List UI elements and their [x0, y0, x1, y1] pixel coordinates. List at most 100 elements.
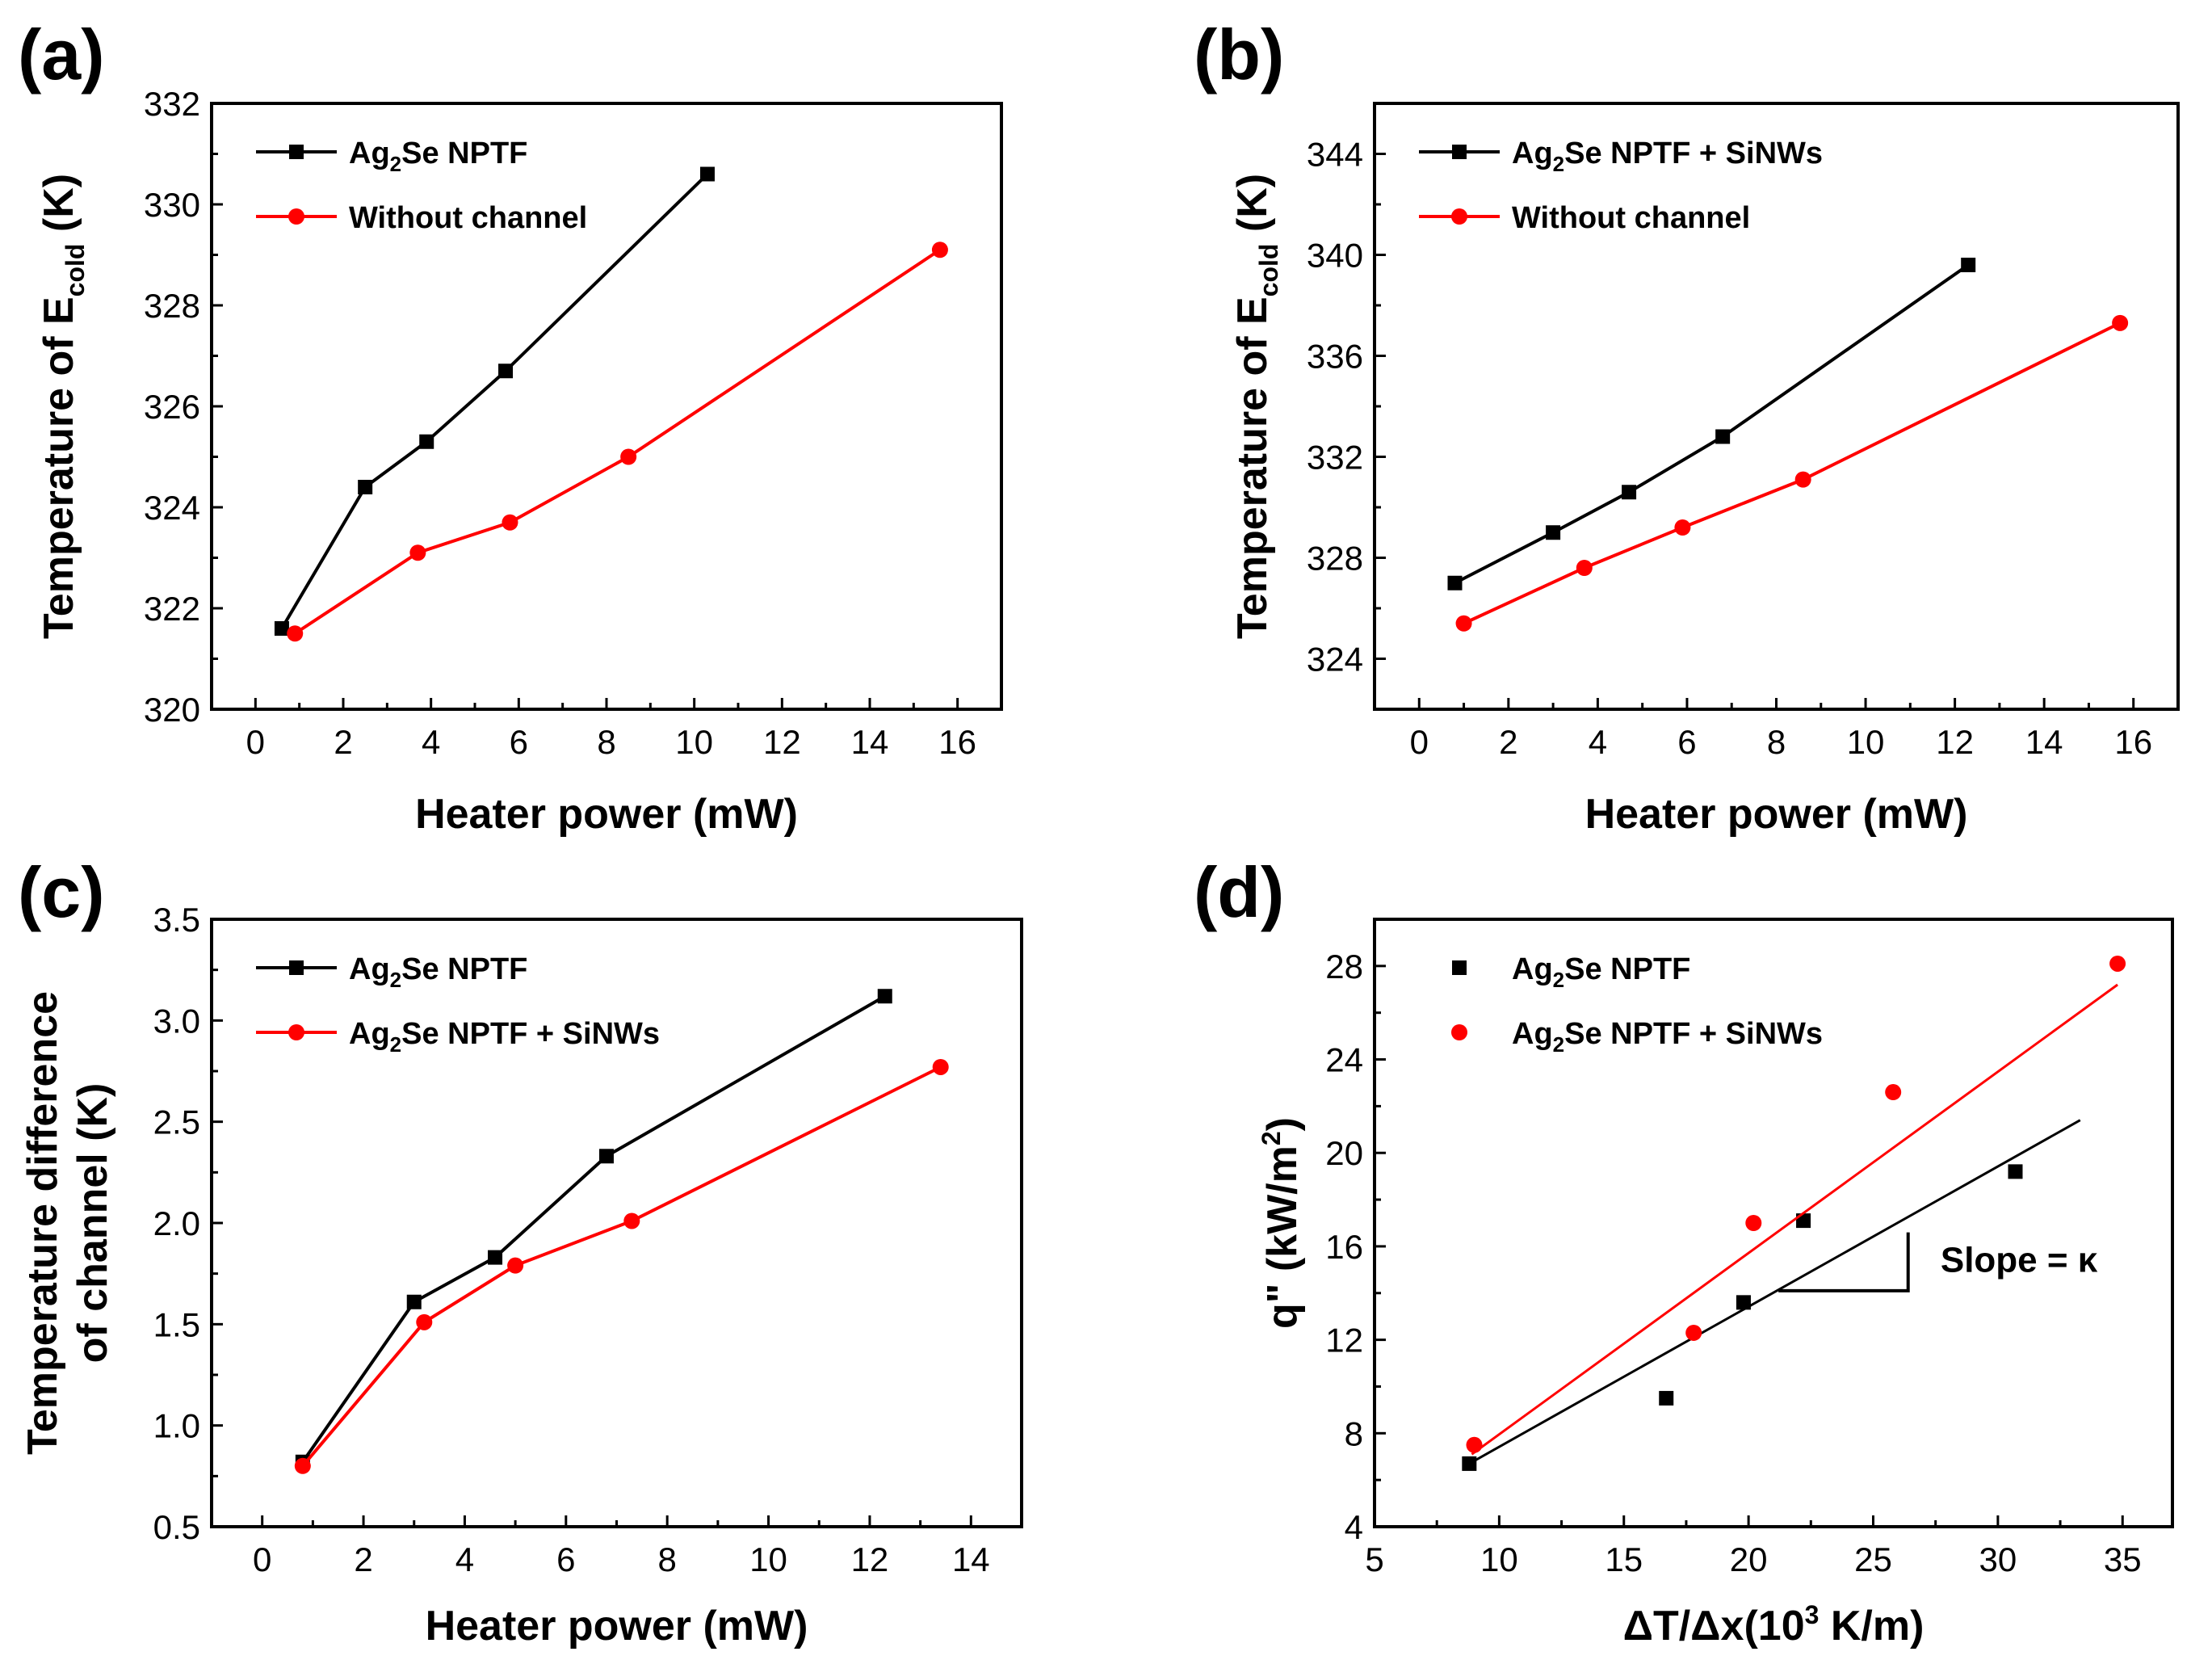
- series-1: [274, 166, 715, 636]
- x-tick-label: 25: [1854, 1540, 1892, 1578]
- legend-entry: Ag2Se NPTF + SiNWs: [1451, 1017, 1823, 1057]
- legend-entry: Ag2Se NPTF: [1452, 952, 1690, 992]
- legend-label-text: Ag: [1512, 137, 1553, 170]
- x-tick-label: 10: [675, 723, 713, 761]
- y-tick-label: 20: [1325, 1134, 1363, 1172]
- legend-marker-square: [1452, 145, 1467, 159]
- legend-label-text: Ag: [1512, 1017, 1553, 1051]
- legend-entry: Ag2Se NPTF + SiNWs: [256, 1017, 660, 1057]
- y-tick-label: 0.5: [153, 1508, 200, 1546]
- x-tick-label: 0: [253, 1540, 271, 1578]
- legend-label: Ag2Se NPTF: [349, 952, 527, 992]
- y-tick-label: 332: [1307, 439, 1363, 477]
- legend-label: Ag2Se NPTF + SiNWs: [1512, 1017, 1823, 1057]
- y-tick-label: 16: [1325, 1228, 1363, 1266]
- data-point-circle: [1455, 615, 1472, 632]
- series-1: [1462, 1119, 2081, 1471]
- data-point-circle: [932, 1058, 949, 1075]
- x-tick-label: 10: [1847, 723, 1885, 761]
- y-tick-label: 2.5: [153, 1103, 200, 1141]
- x-tick-label: 4: [422, 723, 440, 761]
- data-point-circle: [2109, 955, 2126, 972]
- legend-label-text: Se NPTF + SiNWs: [1564, 137, 1823, 170]
- series-line: [1454, 263, 1970, 585]
- data-point-circle: [287, 625, 304, 642]
- data-point-circle: [294, 1457, 311, 1474]
- data-point-circle: [931, 242, 948, 258]
- legend-label: Ag2Se NPTF: [1512, 952, 1690, 992]
- y-tick-label: 344: [1307, 136, 1363, 174]
- data-point-circle: [507, 1257, 524, 1274]
- y-axis-title-sub: cold: [1254, 244, 1283, 297]
- data-point-circle: [1466, 1436, 1483, 1453]
- legend-marker-square: [289, 145, 304, 159]
- data-point-square: [1622, 485, 1637, 500]
- legend-entry: Ag2Se NPTF + SiNWs: [1419, 137, 1823, 176]
- plot-frame: [210, 918, 1023, 1528]
- y-axis-title: Temperature of Ecold (K): [36, 174, 90, 639]
- y-tick-label: 320: [144, 691, 200, 729]
- y-tick-label: 8: [1345, 1414, 1363, 1452]
- legend-entry: Ag2Se NPTF: [256, 137, 527, 176]
- x-tick-label: 12: [1936, 723, 1974, 761]
- y-tick-label: 324: [144, 489, 200, 527]
- data-point-square: [406, 1294, 422, 1309]
- series-1: [1447, 258, 1976, 590]
- legend-label-sub: 2: [1553, 152, 1564, 176]
- legend-label-text: Ag: [349, 137, 390, 170]
- legend-marker-square: [1452, 960, 1467, 975]
- legend-label: Ag2Se NPTF + SiNWs: [1512, 137, 1823, 176]
- data-point-square: [1462, 1456, 1477, 1471]
- x-tick-label: 8: [658, 1540, 677, 1578]
- x-tick-label: 0: [1410, 723, 1429, 761]
- data-point-square: [1961, 258, 1976, 272]
- y-axis-title-text: Temperature of E: [1229, 296, 1276, 639]
- x-tick-label: 4: [1589, 723, 1607, 761]
- legend-label-text: Ag: [349, 952, 390, 986]
- x-tick-label: 16: [938, 723, 976, 761]
- y-axis-title-text: Temperature of E: [36, 296, 82, 639]
- data-point-square: [419, 434, 434, 449]
- data-point-circle: [1794, 471, 1811, 488]
- data-point-circle: [623, 1212, 640, 1229]
- x-axis-title: Heater power (mW): [415, 791, 798, 838]
- legend-label-text: Se NPTF: [401, 137, 527, 170]
- data-point-square: [498, 364, 514, 379]
- x-tick-label: 14: [2025, 723, 2063, 761]
- x-tick-label: 6: [556, 1540, 575, 1578]
- x-tick-label: 16: [2114, 723, 2152, 761]
- y-axis-title-text: (K): [36, 174, 82, 244]
- data-point-square: [598, 1149, 614, 1164]
- legend-entry: Without channel: [256, 201, 587, 235]
- x-tick-label: 15: [1605, 1540, 1643, 1578]
- data-point-circle: [409, 544, 426, 561]
- data-point-circle: [1885, 1084, 1902, 1101]
- x-axis-title-text: K/m): [1819, 1603, 1924, 1649]
- y-tick-label: 332: [144, 85, 200, 123]
- y-tick-label: 336: [1307, 338, 1363, 376]
- legend-label-text: Ag: [349, 1017, 390, 1051]
- plot-frame: [210, 102, 1003, 711]
- legend-label-text: Without channel: [349, 201, 587, 235]
- y-tick-label: 28: [1325, 948, 1363, 985]
- y-tick-label: 340: [1307, 237, 1363, 275]
- y-axis-title-line: Temperature difference: [19, 991, 66, 1455]
- panel-letter: (a): [18, 15, 105, 95]
- y-tick-label: 2.0: [153, 1204, 200, 1242]
- legend-label-text: Without channel: [1512, 201, 1750, 235]
- legend-label-text: Ag: [1512, 952, 1553, 986]
- x-axis-title: Heater power (mW): [426, 1603, 808, 1649]
- fit-line: [1468, 1119, 2081, 1465]
- data-point-square: [358, 480, 373, 494]
- data-point-circle: [1745, 1215, 1762, 1231]
- data-point-square: [1546, 525, 1561, 540]
- x-tick-label: 10: [749, 1540, 787, 1578]
- x-tick-label: 8: [597, 723, 615, 761]
- legend-entry: Ag2Se NPTF: [256, 952, 527, 992]
- y-axis-title: q" (kW/m2): [1257, 1117, 1306, 1329]
- data-point-circle: [1674, 519, 1691, 536]
- legend-label: Without channel: [1512, 201, 1750, 235]
- data-point-square: [274, 621, 289, 636]
- legend-label-text: Se NPTF + SiNWs: [401, 1017, 660, 1051]
- x-tick-label: 14: [952, 1540, 990, 1578]
